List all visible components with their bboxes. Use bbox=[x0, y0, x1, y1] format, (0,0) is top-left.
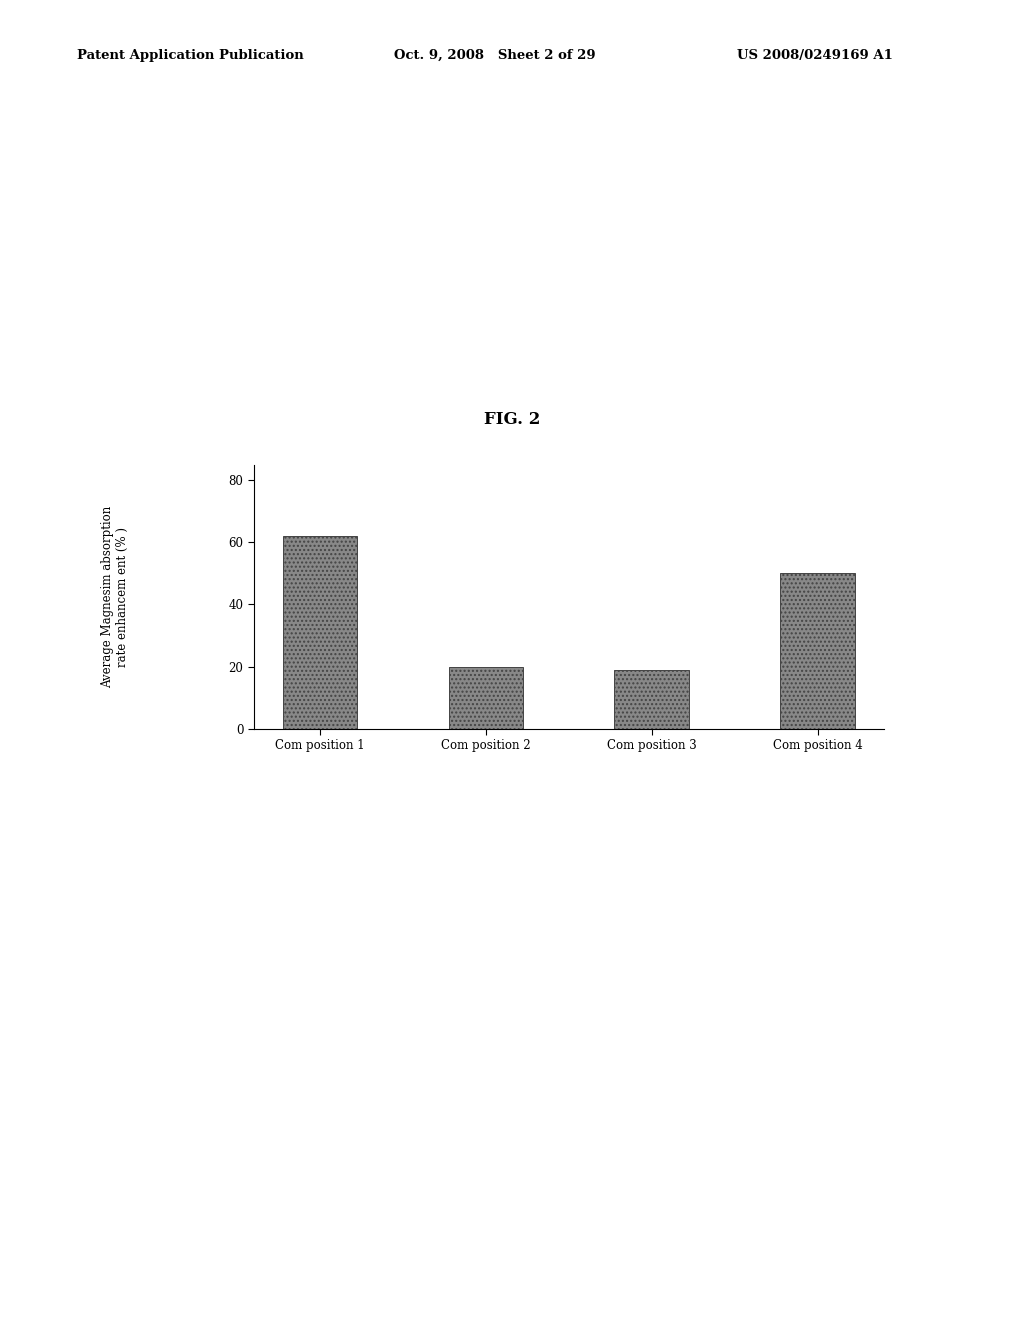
Bar bbox=[449, 667, 523, 729]
Text: Oct. 9, 2008   Sheet 2 of 29: Oct. 9, 2008 Sheet 2 of 29 bbox=[394, 49, 596, 62]
Bar bbox=[780, 573, 855, 729]
Text: US 2008/0249169 A1: US 2008/0249169 A1 bbox=[737, 49, 893, 62]
Bar bbox=[614, 669, 689, 729]
Text: Patent Application Publication: Patent Application Publication bbox=[77, 49, 303, 62]
Text: FIG. 2: FIG. 2 bbox=[483, 411, 541, 428]
Bar bbox=[283, 536, 357, 729]
Text: Average Magnesim absorption
rate enhancem ent (% ): Average Magnesim absorption rate enhance… bbox=[101, 506, 129, 688]
